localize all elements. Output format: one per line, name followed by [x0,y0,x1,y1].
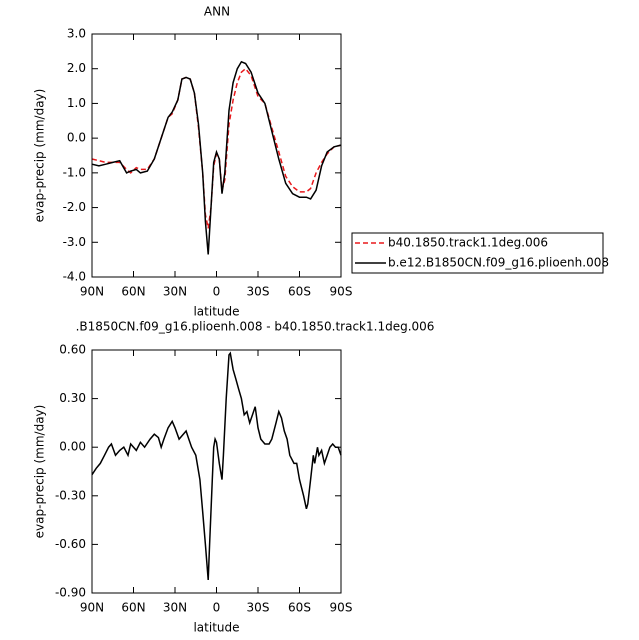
x-tick-label: 90N [80,601,104,615]
y-tick-label: 3.0 [67,27,86,41]
series-line [91,60,342,255]
x-tick-label: 60S [288,601,311,615]
chart-title: ANN [204,5,230,19]
x-tick-label: 90S [330,601,353,615]
y-tick-label: -0.30 [55,488,86,502]
x-tick-label: 30S [247,601,270,615]
x-tick-label: 90N [80,285,104,299]
y-tick-label: -4.0 [63,270,86,284]
y-axis-label: evap-precip (mm/day) [33,405,47,539]
y-tick-label: 0.60 [59,343,86,357]
x-tick-label: 30N [163,601,187,615]
plot-frame [91,33,342,278]
plot-frame [91,349,342,594]
x-tick-label: 60N [121,601,145,615]
y-tick-label: -2.0 [63,200,86,214]
chart-title: .B1850CN.f09_g16.plioenh.008 - b40.1850.… [76,320,435,334]
y-tick-label: 2.0 [67,61,86,75]
y-axis-label: evap-precip (mm/day) [33,89,47,223]
series-line [91,351,342,581]
y-tick-label: 1.0 [67,96,86,110]
y-tick-label: -3.0 [63,235,86,249]
x-tick-label: 30S [247,285,270,299]
legend-label: b.e12.B1850CN.f09_g16.plioenh.008 [388,256,609,270]
legend-box [351,232,604,274]
y-tick-label: 0.0 [67,131,86,145]
y-tick-label: -1.0 [63,165,86,179]
x-tick-label: 90S [330,285,353,299]
y-tick-label: 0.00 [59,440,86,454]
x-tick-label: 60S [288,285,311,299]
x-tick-label: 0 [213,285,221,299]
series-line [91,67,342,229]
legend-label: b40.1850.track1.1deg.006 [388,236,548,250]
x-tick-label: 30N [163,285,187,299]
x-tick-label: 60N [121,285,145,299]
x-axis-label: latitude [193,305,239,319]
y-tick-label: -0.90 [55,586,86,600]
y-tick-label: -0.60 [55,537,86,551]
x-axis-label: latitude [193,621,239,635]
y-tick-label: 0.30 [59,391,86,405]
x-tick-label: 0 [213,601,221,615]
